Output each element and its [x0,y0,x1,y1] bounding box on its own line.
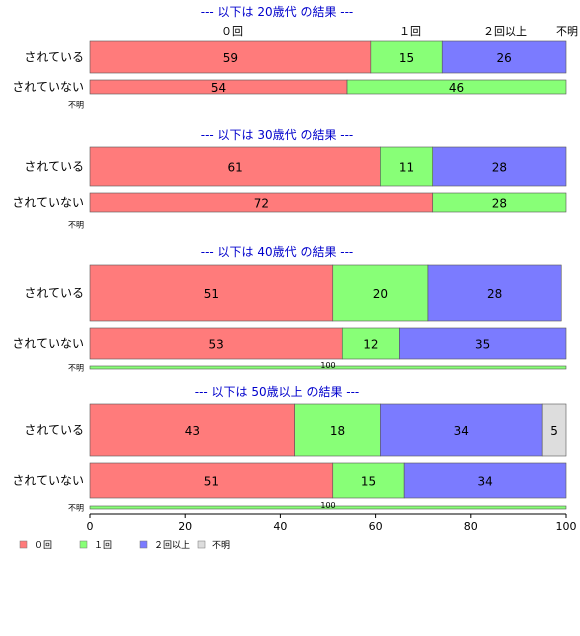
bar-value-3-0-3: 5 [550,424,558,438]
bar-value-1-1-0: 72 [254,197,269,211]
row-label-0-2: 不明 [68,101,84,110]
bar-segment-2-0-1 [332,264,429,322]
bar-value-0-0-0: 59 [223,51,238,65]
bar-value-2-1-2: 35 [475,338,490,352]
bar-segment-2-1-1 [341,327,400,360]
legend-swatch-3 [197,540,206,549]
bar-value-3-1-1: 15 [361,475,376,489]
row-label-0-1: されていない [12,80,84,94]
bar-value-3-0-0: 43 [185,424,200,438]
column-header-2: ２回以上 [483,25,527,38]
bar-value-2-2-1: 100 [320,361,335,370]
group-title-3: --- 以下は 50歳以上 の結果 --- [195,385,360,399]
column-header-3: 不明 [556,25,578,38]
legend-swatch-0 [19,540,28,549]
bar-segment-1-0-0 [89,146,381,187]
row-label-3-1: されていない [12,474,84,488]
bar-value-0-0-1: 15 [399,51,414,65]
bar-value-1-0-0: 61 [228,161,243,175]
bar-segment-0-1-1 [346,79,567,95]
group-title-0: --- 以下は 20歳代 の結果 --- [201,5,354,19]
bar-value-2-0-1: 20 [373,287,388,301]
group-title-2: --- 以下は 40歳代 の結果 --- [201,245,354,259]
bar-value-1-0-2: 28 [492,161,507,175]
row-label-3-0: されている [24,423,84,437]
bar-value-1-0-1: 11 [399,161,414,175]
column-header-1: １回 [399,25,421,38]
bar-value-0-1-1: 46 [449,81,464,95]
bar-segment-0-0-2 [441,40,567,74]
bar-value-3-1-2: 34 [477,475,492,489]
bar-segment-3-1-2 [403,462,567,499]
row-label-2-1: されていない [12,337,84,351]
bar-segment-3-0-2 [380,403,543,457]
legend-label-0: ０回 [34,540,52,551]
row-label-1-2: 不明 [68,221,84,230]
bar-segment-2-0-2 [427,264,562,322]
row-label-2-2: 不明 [68,364,84,373]
bar-segment-3-0-3 [541,403,567,457]
bar-segment-3-0-0 [89,403,295,457]
column-header-0: ０回 [221,25,243,38]
x-tick-label-3: 60 [369,520,383,533]
bar-segment-2-0-0 [89,264,334,322]
bar-segment-2-2-1 [89,365,567,370]
row-label-0-0: されている [24,50,84,64]
bar-segment-1-0-2 [432,146,567,187]
legend-label-2: ２回以上 [154,540,190,551]
bar-value-2-0-2: 28 [487,287,502,301]
row-label-1-0: されている [24,160,84,174]
bar-segment-2-1-0 [89,327,343,360]
row-label-1-1: されていない [12,196,84,210]
bar-segment-2-1-2 [399,327,567,360]
group-title-1: --- 以下は 30歳代 の結果 --- [201,128,354,142]
legend-swatch-2 [139,540,148,549]
bar-value-2-1-0: 53 [208,338,223,352]
bar-segment-3-1-1 [332,462,405,499]
row-label-2-0: されている [24,286,84,300]
bar-segment-1-1-1 [432,192,567,213]
row-label-3-2: 不明 [68,504,84,513]
x-tick-label-0: 0 [87,520,94,533]
bar-value-0-1-0: 54 [211,81,226,95]
bar-segment-3-1-0 [89,462,334,499]
bar-segment-1-0-1 [380,146,434,187]
bar-value-2-1-1: 12 [363,338,378,352]
x-tick-label-1: 20 [178,520,192,533]
x-tick-label-4: 80 [464,520,478,533]
bar-segment-0-0-1 [370,40,443,74]
bar-value-0-0-2: 26 [496,51,511,65]
x-tick-label-5: 100 [556,520,577,533]
bar-value-2-0-0: 51 [204,287,219,301]
legend-swatch-1 [79,540,88,549]
bar-value-3-0-1: 18 [330,424,345,438]
bar-value-3-1-0: 51 [204,475,219,489]
bar-segment-3-0-1 [294,403,381,457]
bar-value-3-2-1: 100 [320,501,335,510]
bar-value-3-0-2: 34 [454,424,469,438]
bar-value-1-1-1: 28 [492,197,507,211]
bar-segment-0-0-0 [89,40,372,74]
bar-segment-3-2-1 [89,505,567,510]
x-tick-label-2: 40 [273,520,287,533]
legend-label-3: 不明 [212,540,230,551]
legend-label-1: １回 [94,540,112,551]
